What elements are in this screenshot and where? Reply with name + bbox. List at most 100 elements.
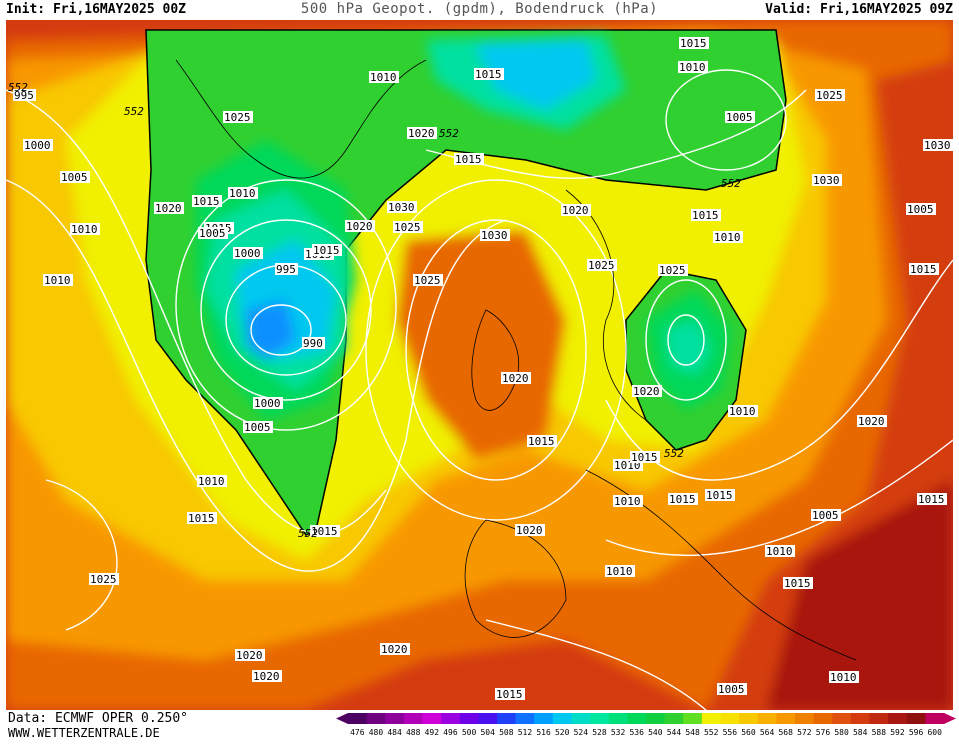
isobar-label: 1010 — [71, 223, 98, 236]
geopotential-band-524 — [246, 300, 296, 360]
isobar-label-bg — [43, 274, 73, 286]
legend-swatch — [515, 713, 535, 724]
isobar-label-bg — [387, 201, 417, 213]
isobar-label-bg — [275, 263, 298, 275]
isobar-label: 995 — [276, 263, 296, 276]
isobar-label: 1015 — [669, 493, 696, 506]
isobar-label: 1020 — [562, 204, 589, 217]
isobar-label-bg — [228, 187, 258, 199]
legend-value: 528 — [592, 728, 607, 737]
legend-swatch — [608, 713, 628, 724]
legend-swatch — [478, 713, 498, 724]
isobar-label: 1005 — [61, 171, 88, 184]
legend-value: 580 — [834, 728, 849, 737]
isobar-label-bg — [197, 475, 227, 487]
legend-value: 592 — [890, 728, 905, 737]
isobar-label: 1015 — [784, 577, 811, 590]
isobar-label: 1010 — [830, 671, 857, 684]
isobar-label: 1015 — [455, 153, 482, 166]
legend-value: 516 — [536, 728, 551, 737]
isobar-label-bg — [678, 61, 708, 73]
legend-swatch — [571, 713, 591, 724]
legend-swatch — [441, 713, 461, 724]
legend-value: 600 — [927, 728, 942, 737]
isobar-label: 1015 — [528, 435, 555, 448]
isobar-label-bg — [380, 643, 410, 655]
isobar-label: 1020 — [346, 220, 373, 233]
legend-value: 508 — [499, 728, 514, 737]
isobar-label: 1020 — [381, 643, 408, 656]
geopotential-band-532-north — [476, 40, 596, 110]
isobar-label-bg — [474, 68, 504, 80]
isobar-1030-high — [405, 219, 587, 481]
isobar-1005-north — [665, 69, 787, 171]
isobar-label: 1005 — [726, 111, 753, 124]
isobar-label: 1020 — [155, 202, 182, 215]
legend-value: 512 — [518, 728, 533, 737]
isobar-label-bg — [235, 649, 265, 661]
legend-swatch — [385, 713, 405, 724]
legend-value: 520 — [555, 728, 570, 737]
isobar-label: 1025 — [659, 264, 686, 277]
isobar-1010-east — [645, 279, 727, 401]
legend-swatch — [739, 713, 759, 724]
isobar-label: 1020 — [253, 670, 280, 683]
isobar-label-bg — [302, 337, 325, 349]
isobar-label-bg — [765, 545, 795, 557]
legend-swatch — [683, 713, 703, 724]
legend-swatch — [627, 713, 647, 724]
isobar-label: 1015 — [311, 525, 338, 538]
isobar-label-bg — [393, 221, 423, 233]
legend-value: 484 — [387, 728, 402, 737]
legend-value: 500 — [462, 728, 477, 737]
isobar-label: 1015 — [475, 68, 502, 81]
geopotential-contour-label: 552 — [721, 177, 741, 190]
legend-swatch — [850, 713, 870, 724]
isobar-label: 1010 — [729, 405, 756, 418]
legend-value: 532 — [611, 728, 626, 737]
legend-value: 556 — [723, 728, 738, 737]
isobar-label-bg — [60, 171, 90, 183]
isobar-1015-west — [6, 179, 507, 572]
isobar-label-bg — [480, 229, 510, 241]
isobar-label: 1010 — [370, 71, 397, 84]
init-time-label: Init: Fri,16MAY2025 00Z — [6, 2, 187, 17]
legend-swatch — [776, 713, 796, 724]
isobar-1010-se — [605, 439, 953, 557]
isobar-label: 1015 — [193, 195, 220, 208]
isobar-label: 1000 — [234, 247, 261, 260]
legend-value: 576 — [816, 728, 831, 737]
isobar-label-bg — [198, 227, 228, 239]
legend-canvas: 476 480 484 488 492 496 500 504 508 512 516 520 524 5… — [336, 713, 956, 737]
isobar-label: 1010 — [606, 565, 633, 578]
legend-swatch — [925, 713, 945, 724]
legend-swatch — [552, 713, 572, 724]
legend-swatch — [403, 713, 423, 724]
isobar-label: 1010 — [44, 274, 71, 287]
legend-value: 488 — [406, 728, 421, 737]
isobar-label-bg — [369, 71, 399, 83]
isobar-label-bg — [812, 174, 842, 186]
isobar-label-bg — [783, 577, 813, 589]
isobar-label: 1030 — [481, 229, 508, 242]
isobar-label-bg — [454, 153, 484, 165]
legend-swatch — [813, 713, 833, 724]
isobar-label-bg — [70, 223, 100, 235]
isobar-label-bg — [923, 139, 953, 151]
isobar-label-bg — [413, 274, 443, 286]
legend-value: 492 — [425, 728, 440, 737]
isobar-1025-sw — [45, 479, 118, 631]
isobar-label-bg — [658, 264, 688, 276]
legend-swatch — [534, 713, 554, 724]
isobar-lines — [6, 69, 953, 710]
isobar-label-bg — [811, 509, 841, 521]
isobar-label-bg — [223, 111, 253, 123]
isobar-label-bg — [154, 202, 184, 214]
valid-time-label: Valid: Fri,16MAY2025 09Z — [765, 2, 953, 17]
legend-swatch — [366, 713, 386, 724]
legend-value: 504 — [480, 728, 495, 737]
geopotential-contour-label: 552 — [298, 527, 318, 540]
isobar-label-bg — [725, 111, 755, 123]
isobar-label-bg — [713, 231, 743, 243]
legend-value: 540 — [648, 728, 663, 737]
